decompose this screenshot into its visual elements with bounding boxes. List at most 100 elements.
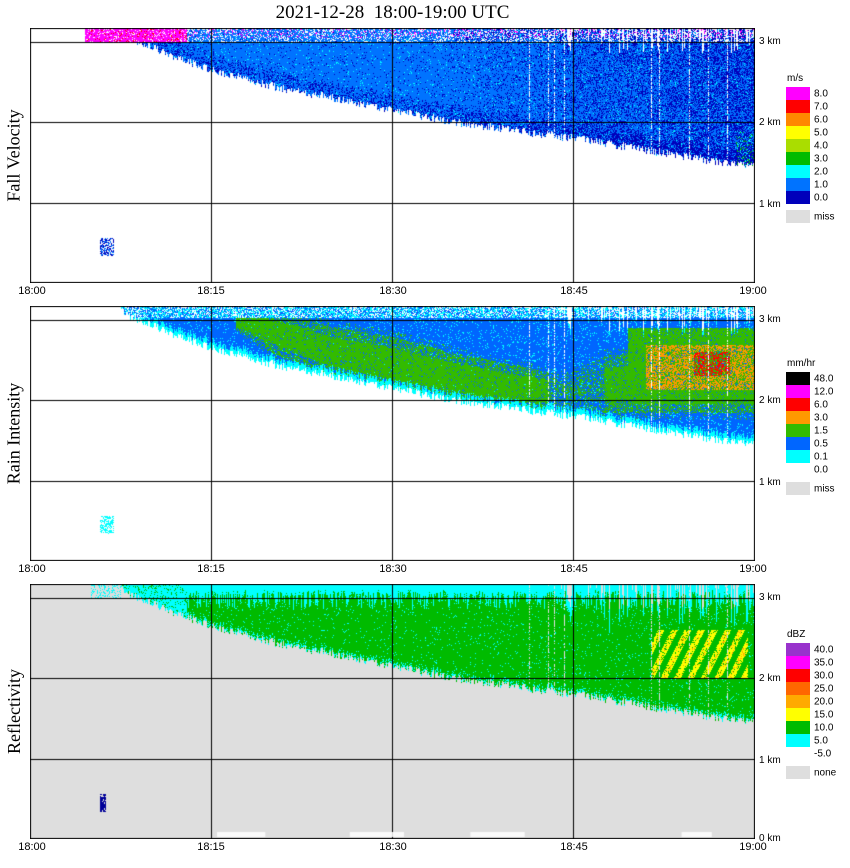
time-tick-1900: 19:00 xyxy=(739,563,767,575)
colorbar-rain-intensity: 48.0 12.0 6.0 3.0 1.5 0.5 0.1 0.0 miss xyxy=(786,372,835,495)
colorbar-tick-label: 8.0 xyxy=(814,88,828,99)
time-tick-1800: 18:00 xyxy=(18,285,46,297)
time-tick-1845: 18:45 xyxy=(560,563,588,575)
colorbar-missing-segment: none xyxy=(786,766,836,779)
height-tick-1km: 1 km xyxy=(759,755,781,766)
reflectivity-plot-area xyxy=(30,584,755,839)
height-tick-3km: 3 km xyxy=(759,314,781,325)
colorbar-tick-label: 0.0 xyxy=(814,464,828,475)
colorbar-segment: 1.0 xyxy=(786,178,828,191)
colorbar-segment: 0.1 xyxy=(786,450,828,463)
colorbar-segment: 0.5 xyxy=(786,437,828,450)
y-axis-title-text: Reflectivity xyxy=(3,669,24,754)
colorbar-missing-segment: miss xyxy=(786,210,835,223)
height-tick-0km: 0 km xyxy=(759,833,781,844)
height-tick-2km: 2 km xyxy=(759,395,781,406)
time-tick-1815: 18:15 xyxy=(197,563,225,575)
colorbar-segment: 1.5 xyxy=(786,424,828,437)
colorbar-segment: 0.0 xyxy=(786,191,828,204)
colorbar-tick-label: 20.0 xyxy=(814,696,834,707)
colorbar-tick-label: 6.0 xyxy=(814,399,828,410)
colorbar-segment: 3.0 xyxy=(786,411,828,424)
colorbar-segment: 3.0 xyxy=(786,152,828,165)
colorbar-tick-label: 12.0 xyxy=(814,386,834,397)
colorbar-tick-label: 3.0 xyxy=(814,412,828,423)
colorbar-segment: 10.0 xyxy=(786,721,833,734)
y-axis-title-reflectivity: Reflectivity xyxy=(0,584,28,839)
height-tick-1km: 1 km xyxy=(759,477,781,488)
colorbar-tick-label: 0.5 xyxy=(814,438,828,449)
colorbar-tick-label: 30.0 xyxy=(814,670,834,681)
colorbar-tick-label: 40.0 xyxy=(814,644,834,655)
colorbar-segment: 40.0 xyxy=(786,643,833,656)
colorbar-missing-label: miss xyxy=(814,483,835,494)
time-tick-1815: 18:15 xyxy=(197,841,225,853)
colorbar-segment: 35.0 xyxy=(786,656,833,669)
height-tick-3km: 3 km xyxy=(759,36,781,47)
height-tick-2km: 2 km xyxy=(759,673,781,684)
time-tick-1830: 18:30 xyxy=(379,563,407,575)
time-tick-1800: 18:00 xyxy=(18,563,46,575)
colorbar-tick-label: 5.0 xyxy=(814,127,828,138)
colorbar-segment: 5.0 xyxy=(786,126,828,139)
colorbar-segment: 5.0 xyxy=(786,734,828,747)
colorbar-tick-label: 1.5 xyxy=(814,425,828,436)
colorbar-segment: 0.0 xyxy=(786,463,828,476)
colorbar-tick-label: 25.0 xyxy=(814,683,834,694)
fall-velocity-plot-area xyxy=(30,28,755,283)
colorbar-segment: 6.0 xyxy=(786,398,828,411)
colorbar-segment: 48.0 xyxy=(786,372,833,385)
rain-intensity-plot-area xyxy=(30,306,755,561)
colorbar-tick-label: 1.0 xyxy=(814,179,828,190)
height-tick-3km: 3 km xyxy=(759,592,781,603)
colorbar-reflectivity: 40.0 35.0 30.0 25.0 20.0 15.0 10.0 5.0 -5.0 none xyxy=(786,643,836,779)
time-tick-1900: 19:00 xyxy=(739,841,767,853)
colorbar-tick-label: 48.0 xyxy=(814,373,834,384)
height-tick-1km: 1 km xyxy=(759,199,781,210)
colorbar-missing-label: miss xyxy=(814,211,835,222)
time-tick-1900: 19:00 xyxy=(739,285,767,297)
colorbar-segment: 15.0 xyxy=(786,708,833,721)
time-tick-1815: 18:15 xyxy=(197,285,225,297)
colorbar-tick-label: 0.1 xyxy=(814,451,828,462)
time-tick-1830: 18:30 xyxy=(379,841,407,853)
reflectivity-heatmap xyxy=(30,584,755,839)
y-axis-title-text: Rain Intensity xyxy=(3,382,24,485)
y-axis-title-text: Fall Velocity xyxy=(3,109,24,202)
colorbar-tick-label: -5.0 xyxy=(814,748,832,759)
colorbar-segment: 7.0 xyxy=(786,100,828,113)
time-tick-1830: 18:30 xyxy=(379,285,407,297)
time-tick-1800: 18:00 xyxy=(18,841,46,853)
colorbar-tick-label: 3.0 xyxy=(814,153,828,164)
time-tick-1845: 18:45 xyxy=(560,285,588,297)
colorbar-missing-label: none xyxy=(814,767,837,778)
y-axis-title-fall-velocity: Fall Velocity xyxy=(0,28,28,283)
page-title: 2021-12-28 18:00-19:00 UTC xyxy=(275,2,510,23)
colorbar-segment: -5.0 xyxy=(786,747,831,760)
colorbar-segment: 4.0 xyxy=(786,139,828,152)
colorbar-tick-label: 0.0 xyxy=(814,192,828,203)
panel-fall-velocity: Fall Velocity 3 km 2 km 1 km 18:00 18:15… xyxy=(0,28,850,300)
height-tick-2km: 2 km xyxy=(759,117,781,128)
colorbar-segment: 30.0 xyxy=(786,669,833,682)
fall-velocity-heatmap xyxy=(30,28,755,283)
colorbar-tick-label: 4.0 xyxy=(814,140,828,151)
y-axis-title-rain-intensity: Rain Intensity xyxy=(0,306,28,561)
colorbar-tick-label: 7.0 xyxy=(814,101,828,112)
colorbar-segment: 6.0 xyxy=(786,113,828,126)
rain-intensity-heatmap xyxy=(30,306,755,561)
colorbar-title-dbz: dBZ xyxy=(787,629,806,640)
colorbar-tick-label: 2.0 xyxy=(814,166,828,177)
time-tick-1845: 18:45 xyxy=(560,841,588,853)
panel-reflectivity: Reflectivity 3 km 2 km 1 km 0 km 18:00 1… xyxy=(0,584,850,856)
colorbar-title-mmhr: mm/hr xyxy=(787,358,816,369)
colorbar-segment: 8.0 xyxy=(786,87,828,100)
colorbar-segment: 12.0 xyxy=(786,385,833,398)
colorbar-tick-label: 6.0 xyxy=(814,114,828,125)
panel-rain-intensity: Rain Intensity 3 km 2 km 1 km 18:00 18:1… xyxy=(0,306,850,578)
colorbar-tick-label: 5.0 xyxy=(814,735,828,746)
colorbar-segment: 25.0 xyxy=(786,682,833,695)
colorbar-title-ms: m/s xyxy=(787,73,804,84)
colorbar-tick-label: 10.0 xyxy=(814,722,834,733)
